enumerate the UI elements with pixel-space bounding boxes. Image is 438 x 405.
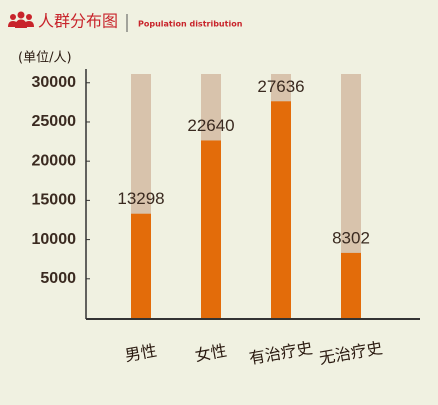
y-tick-label: 25000 xyxy=(32,113,77,130)
y-tick-label: 30000 xyxy=(32,74,77,91)
bar xyxy=(131,213,151,318)
y-tick-label: 5000 xyxy=(40,270,76,287)
bar xyxy=(341,252,361,318)
y-tick-label: 15000 xyxy=(32,192,77,209)
value-label: 8302 xyxy=(332,228,370,247)
chart-title: 人群分布图 xyxy=(38,12,118,31)
chart-subtitle: Population distribution xyxy=(138,20,243,29)
bar xyxy=(201,140,221,318)
y-tick-label: 10000 xyxy=(32,231,77,248)
bar xyxy=(271,101,291,318)
value-label: 27636 xyxy=(257,77,304,96)
value-label: 22640 xyxy=(187,116,234,135)
y-tick-label: 20000 xyxy=(32,152,77,169)
y-axis-label: (单位/人) xyxy=(18,51,72,66)
value-label: 13298 xyxy=(117,189,164,208)
people-icon xyxy=(8,11,34,28)
